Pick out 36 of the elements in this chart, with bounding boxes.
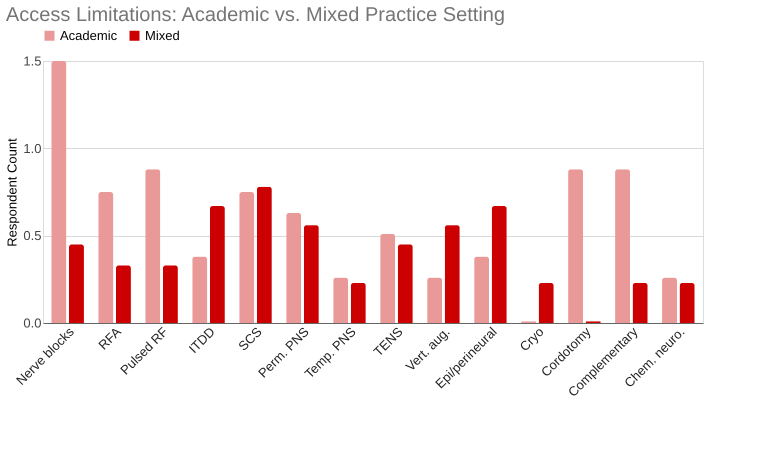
y-tick-label: 0.0 (23, 316, 42, 330)
bar (350, 282, 366, 323)
y-tick-label: 1.5 (23, 54, 42, 68)
bar (116, 265, 131, 323)
bar (192, 256, 208, 323)
bar (568, 169, 584, 323)
bar (68, 244, 84, 323)
bar (239, 192, 254, 323)
y-axis-title: Respondent Count (4, 138, 20, 247)
bar (380, 234, 396, 323)
bar (145, 169, 160, 323)
chart-title: Access Limitations: Academic vs. Mixed Practice Setting (6, 4, 506, 26)
legend-label: Academic (60, 28, 118, 43)
bar (210, 206, 225, 323)
bar (51, 61, 66, 323)
bar (492, 206, 507, 323)
legend-label: Mixed (145, 28, 180, 43)
bar (333, 278, 348, 323)
x-tick-label: RFA (95, 324, 124, 353)
x-tick-label: Cryo (516, 324, 547, 354)
bar (680, 282, 695, 323)
bar (632, 282, 648, 323)
bar (398, 244, 413, 323)
bar (615, 169, 630, 323)
bar (162, 265, 178, 323)
bar (286, 212, 302, 323)
bar (98, 192, 114, 323)
bar (427, 278, 442, 323)
bar (256, 186, 272, 323)
y-tick-label: 1.0 (23, 140, 42, 156)
bar (662, 278, 678, 323)
bar (474, 256, 490, 323)
bar (538, 282, 554, 323)
bar (304, 225, 319, 323)
y-tick-label: 0.5 (23, 228, 42, 244)
bar (444, 225, 460, 323)
